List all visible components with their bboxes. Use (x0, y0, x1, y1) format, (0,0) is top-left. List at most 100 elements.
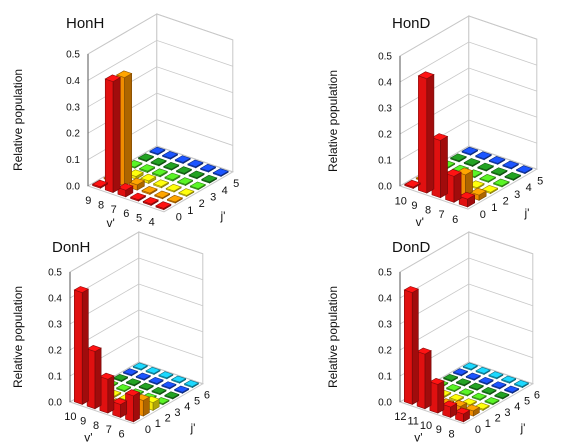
bar-face-top (488, 371, 504, 379)
bar (461, 146, 479, 156)
bar (189, 181, 207, 191)
j-tick-label: 0 (475, 424, 481, 436)
bar (124, 389, 141, 423)
back-walls (399, 15, 538, 187)
bar-face-top (463, 158, 481, 166)
bar (152, 179, 170, 189)
y-tick-label: 0.1 (378, 372, 392, 383)
j-tick-label: 2 (503, 195, 509, 207)
j-tick-label: 1 (155, 418, 161, 430)
bar-face-top (431, 133, 449, 141)
bar (448, 393, 465, 403)
bar-face-top (513, 379, 530, 387)
bar-face-top (141, 186, 158, 194)
bar (515, 165, 533, 175)
bar (445, 384, 462, 393)
bar-face-top (135, 372, 151, 380)
bar (164, 391, 180, 400)
bar-face-top (138, 164, 156, 172)
y-tick-label: 0.4 (66, 76, 80, 87)
panel-title: DonH (52, 239, 90, 256)
bar-face-front (73, 289, 83, 405)
bar-face-top (151, 168, 169, 176)
y-axis-label: Relative population (326, 70, 340, 172)
bar (104, 74, 121, 194)
bar-face-top (500, 375, 517, 383)
j-tick-label: 4 (222, 185, 228, 197)
j-tick-label: 3 (210, 192, 216, 204)
bar-face-side (81, 288, 89, 405)
gridline (87, 13, 233, 55)
bar (142, 196, 159, 206)
bar-face-top (199, 163, 217, 172)
v-tick-label: 6 (119, 429, 125, 441)
bar (166, 194, 184, 204)
y-tick-label: 0.5 (48, 268, 62, 279)
bar-face-top (165, 183, 182, 192)
bar (212, 168, 229, 177)
bar (176, 177, 194, 186)
bar (452, 368, 469, 377)
bar (73, 286, 90, 405)
v-tick-label: 8 (425, 205, 431, 217)
bar-face-top (461, 146, 479, 155)
bar-face-top (474, 151, 492, 160)
bar (125, 378, 142, 387)
bar-face-top (174, 155, 191, 163)
bar-face-top (442, 373, 459, 381)
gridline (399, 309, 533, 351)
y-tick-label: 0.0 (66, 182, 80, 193)
bar-face-top (478, 376, 494, 384)
y-tick-label: 0.3 (48, 320, 62, 331)
bar-face-top (504, 171, 522, 180)
bar (463, 158, 481, 167)
bar (135, 372, 151, 381)
bar-face-top (484, 397, 500, 404)
bar-face-top (491, 381, 507, 389)
bar (479, 173, 497, 183)
bar (148, 376, 164, 386)
gridline (69, 283, 203, 325)
bar-face-side (112, 76, 121, 194)
gridline (399, 231, 533, 273)
bar (449, 153, 467, 163)
bar (494, 391, 510, 400)
v-tick-label: 7 (439, 209, 445, 221)
y-tick-label: 0.4 (48, 294, 62, 305)
bar-face-top (175, 166, 193, 174)
bar (484, 397, 500, 406)
bar-face-top (471, 392, 487, 400)
bar-face-top (201, 174, 218, 183)
bar-face-top (212, 168, 229, 176)
bar-face-top (151, 387, 167, 394)
bars (73, 286, 200, 423)
bar (188, 170, 205, 180)
j-tick-label: 2 (495, 412, 501, 424)
bar (138, 382, 154, 391)
bar-face-top (112, 373, 129, 381)
v-tick-label: 9 (85, 195, 91, 207)
v-tick-label: 7 (111, 204, 117, 216)
bar-face-top (479, 173, 497, 182)
bar-face-top (145, 366, 161, 374)
bar-face-top (183, 379, 200, 387)
bar-face-top (138, 382, 154, 390)
gridline (399, 257, 533, 299)
v-axis-name: v' (414, 431, 422, 444)
j-tick-label: 3 (174, 407, 180, 419)
bar (91, 179, 109, 189)
bar (111, 397, 128, 419)
bar-face-top (148, 376, 164, 384)
v-axis-name: v' (416, 215, 424, 229)
bar-face-top (155, 201, 172, 209)
bar (455, 378, 472, 387)
v-tick-label: 7 (106, 424, 112, 436)
bar (132, 362, 149, 371)
v-axis-name: v' (106, 216, 114, 230)
bar (150, 157, 167, 167)
bar-face-top (189, 181, 207, 190)
gridline (69, 309, 203, 351)
bar (170, 375, 187, 384)
bar (86, 345, 102, 410)
